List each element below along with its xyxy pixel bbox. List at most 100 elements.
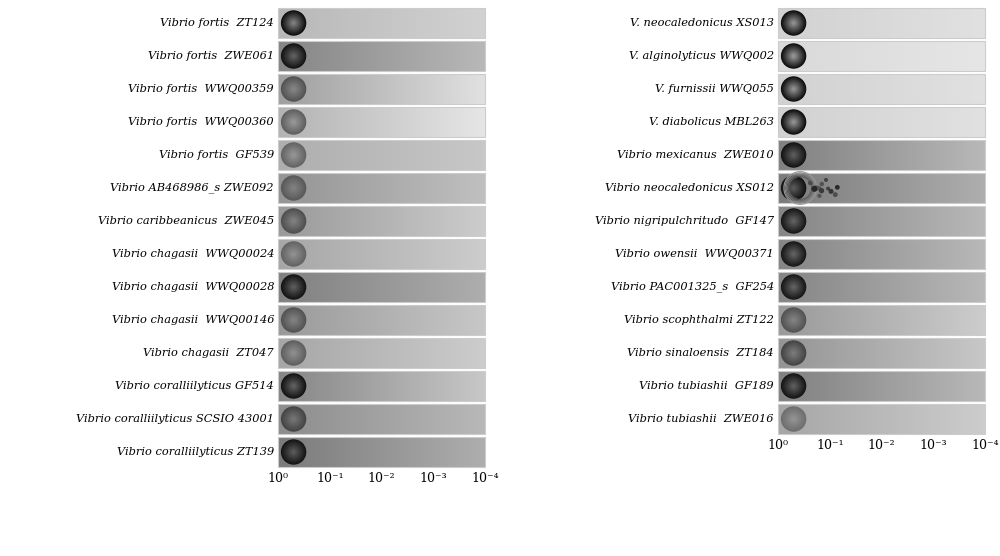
Bar bbox=[851, 8, 853, 38]
Bar bbox=[420, 8, 421, 38]
Bar bbox=[869, 404, 871, 434]
Bar bbox=[367, 8, 369, 38]
Circle shape bbox=[791, 87, 796, 91]
Bar bbox=[383, 107, 384, 137]
Bar bbox=[804, 140, 805, 170]
Bar bbox=[299, 338, 300, 368]
Bar bbox=[294, 338, 295, 368]
Bar bbox=[370, 239, 372, 269]
Circle shape bbox=[292, 21, 295, 25]
Bar bbox=[893, 404, 894, 434]
Bar bbox=[375, 437, 377, 467]
Bar bbox=[861, 8, 862, 38]
Bar bbox=[320, 437, 322, 467]
Bar bbox=[875, 206, 877, 236]
Circle shape bbox=[788, 149, 800, 161]
Bar bbox=[306, 41, 307, 71]
Bar bbox=[282, 173, 284, 203]
Bar bbox=[379, 338, 381, 368]
Bar bbox=[975, 305, 976, 335]
Bar bbox=[862, 74, 863, 104]
Bar bbox=[399, 173, 401, 203]
Bar bbox=[415, 371, 416, 401]
Bar bbox=[912, 107, 913, 137]
Bar bbox=[288, 371, 290, 401]
Bar bbox=[862, 107, 863, 137]
Bar bbox=[977, 173, 978, 203]
Bar bbox=[426, 8, 428, 38]
Bar bbox=[975, 206, 976, 236]
Bar bbox=[839, 305, 841, 335]
Bar bbox=[836, 173, 837, 203]
Bar bbox=[940, 404, 942, 434]
Bar bbox=[418, 404, 419, 434]
Bar bbox=[442, 206, 443, 236]
Bar bbox=[368, 371, 370, 401]
Bar bbox=[412, 305, 413, 335]
Bar bbox=[444, 173, 445, 203]
Bar bbox=[908, 305, 910, 335]
Circle shape bbox=[782, 44, 805, 67]
Bar bbox=[429, 8, 431, 38]
Bar bbox=[869, 371, 871, 401]
Bar bbox=[336, 173, 337, 203]
Bar bbox=[813, 173, 815, 203]
Bar bbox=[926, 371, 928, 401]
Bar bbox=[931, 140, 933, 170]
Bar bbox=[871, 206, 873, 236]
Bar bbox=[953, 107, 954, 137]
Bar bbox=[802, 107, 803, 137]
Bar bbox=[365, 173, 366, 203]
Bar bbox=[856, 173, 857, 203]
Bar bbox=[278, 239, 485, 269]
Circle shape bbox=[785, 279, 802, 295]
Circle shape bbox=[789, 415, 798, 423]
Bar bbox=[482, 8, 483, 38]
Bar bbox=[451, 107, 452, 137]
Bar bbox=[835, 239, 836, 269]
Bar bbox=[397, 74, 399, 104]
Bar bbox=[885, 41, 886, 71]
Bar bbox=[820, 173, 822, 203]
Bar bbox=[829, 371, 830, 401]
Bar bbox=[452, 437, 453, 467]
Circle shape bbox=[786, 16, 801, 30]
Bar bbox=[808, 272, 810, 302]
Bar bbox=[915, 107, 916, 137]
Bar bbox=[384, 272, 385, 302]
Bar bbox=[834, 239, 835, 269]
Circle shape bbox=[786, 313, 801, 327]
Bar bbox=[853, 404, 854, 434]
Circle shape bbox=[814, 186, 818, 190]
Bar bbox=[380, 41, 382, 71]
Bar bbox=[354, 173, 355, 203]
Bar bbox=[334, 41, 335, 71]
Bar bbox=[841, 239, 843, 269]
Bar bbox=[400, 437, 402, 467]
Bar bbox=[983, 272, 984, 302]
Bar bbox=[790, 305, 792, 335]
Bar bbox=[957, 8, 959, 38]
Bar bbox=[429, 404, 431, 434]
Bar bbox=[479, 107, 480, 137]
Bar bbox=[924, 404, 925, 434]
Bar bbox=[474, 338, 475, 368]
Bar bbox=[954, 338, 955, 368]
Bar bbox=[346, 239, 348, 269]
Bar bbox=[414, 8, 415, 38]
Bar bbox=[337, 404, 339, 434]
Bar bbox=[934, 206, 936, 236]
Bar bbox=[439, 140, 441, 170]
Bar bbox=[365, 41, 366, 71]
Bar bbox=[803, 74, 804, 104]
Bar bbox=[934, 371, 936, 401]
Circle shape bbox=[291, 351, 296, 355]
Bar bbox=[898, 272, 900, 302]
Bar bbox=[923, 140, 924, 170]
Bar bbox=[813, 41, 815, 71]
Bar bbox=[285, 107, 287, 137]
Bar bbox=[383, 338, 384, 368]
Bar bbox=[846, 107, 848, 137]
Bar bbox=[788, 272, 790, 302]
Bar bbox=[890, 338, 891, 368]
